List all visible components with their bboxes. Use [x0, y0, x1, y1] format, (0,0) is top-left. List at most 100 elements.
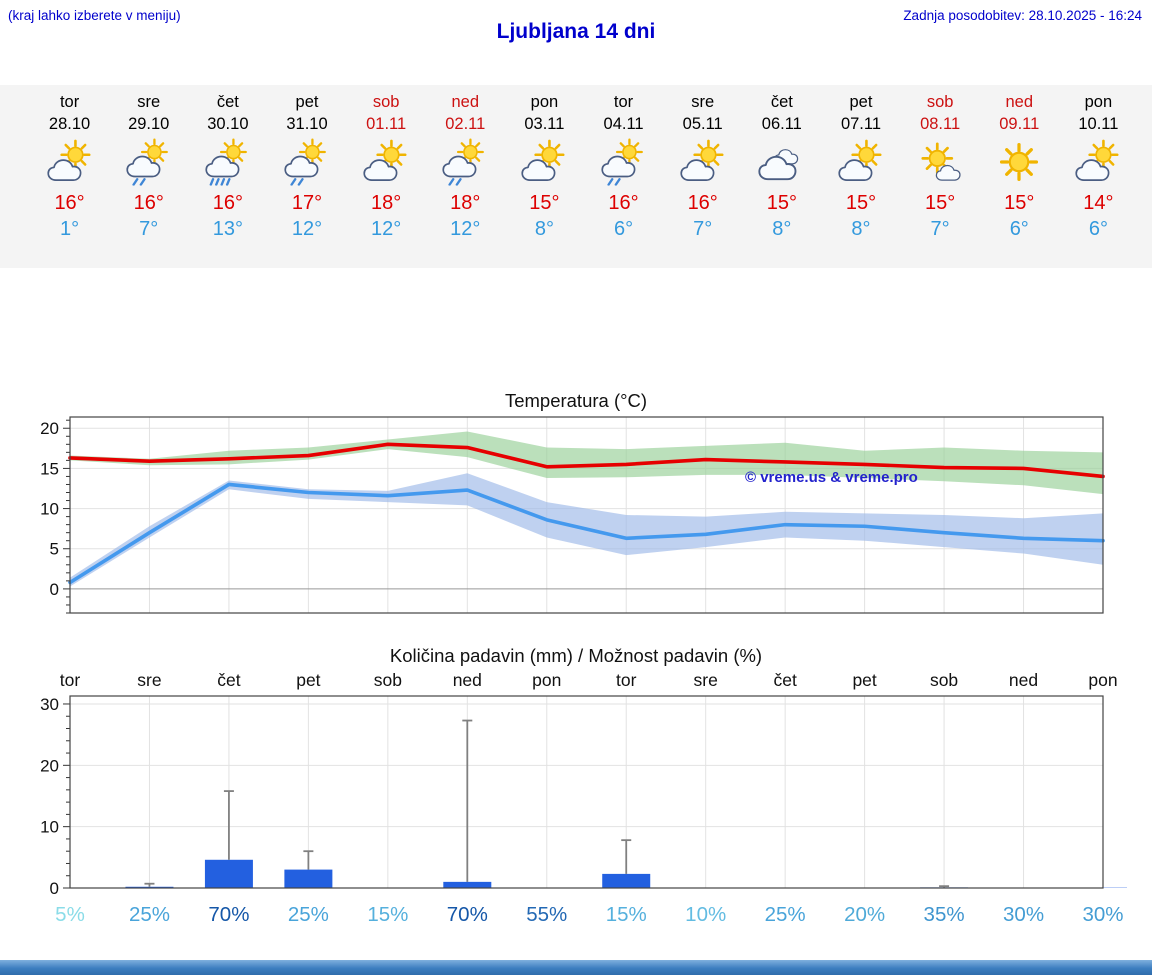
forecast-day-01.11[interactable]: sob 01.11 18° 12° — [347, 91, 426, 268]
day-name: sob — [372, 93, 400, 111]
page-title: Ljubljana 14 dni — [496, 20, 656, 43]
day-date: 05.11 — [682, 115, 723, 133]
temp-max: 18° — [450, 192, 481, 214]
temp-min: 13° — [212, 218, 243, 240]
sunny-icon — [990, 138, 1048, 186]
forecast-day-31.10[interactable]: pet 31.10 17° 12° — [267, 91, 346, 268]
temp-min: 8° — [772, 218, 792, 240]
temp-yaxis-ticks — [63, 419, 70, 614]
forecast-day-08.11[interactable]: sob 08.11 15° 7° — [901, 91, 980, 268]
precip-day-label: sob — [374, 670, 402, 690]
forecast-day-07.11[interactable]: pet 07.11 15° 8° — [821, 91, 900, 268]
temp-max: 16° — [687, 192, 718, 214]
partly-sunny-icon — [674, 138, 732, 186]
precip-probability: 35% — [923, 903, 965, 926]
sun-light-rain-icon — [120, 138, 178, 186]
mostly-sunny-icon — [911, 138, 969, 186]
precip-probability: 15% — [605, 903, 647, 926]
temperature-chart: 0 5 10 15 20 © vreme.us & vreme.pro — [40, 416, 1105, 614]
precip-probability: 55% — [526, 903, 568, 926]
forecast-day-28.10[interactable]: tor 28.10 16° 1° — [30, 91, 109, 268]
forecast-day-04.11[interactable]: tor 04.11 16° 6° — [584, 91, 663, 268]
day-name: sre — [691, 93, 715, 111]
precip-day-label: tor — [616, 670, 637, 690]
day-name: sre — [137, 93, 161, 111]
precip-bar — [204, 859, 253, 888]
precip-probability: 30% — [1003, 903, 1045, 926]
precip-gridlines — [70, 696, 1103, 888]
temp-min: 12° — [291, 218, 323, 240]
precip-day-label: čet — [773, 670, 796, 690]
partly-sunny-icon — [1069, 138, 1127, 186]
footer-bar — [0, 960, 1152, 975]
temp-min: 7° — [930, 218, 950, 240]
day-name: pet — [295, 93, 319, 111]
partly-sunny-icon — [832, 138, 890, 186]
precip-ytick-label: 10 — [40, 818, 59, 837]
precip-day-label: sob — [930, 670, 958, 690]
temp-min: 6° — [1009, 218, 1029, 240]
partly-sunny-icon — [357, 138, 415, 186]
temp-ytick-label: 15 — [40, 459, 59, 478]
temp-max: 15° — [924, 192, 956, 214]
day-date: 28.10 — [48, 115, 91, 133]
precip-probability: 25% — [764, 903, 806, 926]
watermark-link[interactable]: © vreme.us & vreme.pro — [745, 469, 918, 486]
precipitation-probability-row: 5% 25% 70% 25% 15% 70% 55% 15% 10% 25% 20% 35% 30% 30… — [0, 903, 1152, 931]
temp-max-line — [68, 442, 1105, 479]
precip-probability: 25% — [287, 903, 329, 926]
temp-min: 6° — [613, 218, 634, 240]
temp-max: 16° — [133, 192, 164, 214]
temp-min: 7° — [139, 218, 159, 240]
temp-min: 6° — [1088, 218, 1108, 240]
forecast-day-06.11[interactable]: čet 06.11 15° 8° — [742, 91, 821, 268]
precip-day-label: tor — [60, 670, 81, 690]
precip-day-label: pet — [852, 670, 876, 690]
sun-light-rain-icon — [278, 138, 336, 186]
forecast-day-10.11[interactable]: pon 10.11 14° 6° — [1059, 91, 1138, 268]
precip-probability: 10% — [685, 903, 727, 926]
partly-sunny-icon — [41, 138, 99, 186]
precip-day-label: ned — [1009, 670, 1038, 690]
temp-max: 18° — [371, 192, 402, 214]
partly-sunny-icon — [515, 138, 573, 186]
precipitation-chart-title: Količina padavin (mm) / Možnost padavin … — [389, 645, 763, 666]
sun-light-rain-icon — [436, 138, 494, 186]
day-name: pon — [1084, 93, 1113, 111]
precip-day-label: čet — [217, 670, 240, 690]
forecast-day-29.10[interactable]: sre 29.10 16° 7° — [109, 91, 188, 268]
last-updated: Zadnja posodobitev: 28.10.2025 - 16:24 — [903, 8, 1142, 23]
temp-min: 8° — [534, 218, 554, 240]
precip-probability: 5% — [55, 903, 85, 926]
day-name: ned — [1005, 93, 1034, 111]
sun-rain-icon — [199, 138, 257, 186]
precip-day-label: ned — [453, 670, 482, 690]
day-date: 06.11 — [761, 115, 802, 133]
day-date: 29.10 — [128, 115, 170, 133]
day-date: 03.11 — [524, 115, 565, 133]
precip-probability: 20% — [844, 903, 886, 926]
temp-max: 16° — [54, 192, 85, 214]
temp-min-line — [68, 482, 1105, 585]
temp-ytick-label: 20 — [40, 419, 59, 438]
day-name: tor — [613, 93, 634, 111]
forecast-strip: tor 28.10 16° 1° sre 29.10 16° 7° čet 30.10 16° 13°… — [0, 85, 1152, 268]
forecast-day-09.11[interactable]: ned 09.11 15° 6° — [980, 91, 1059, 268]
forecast-day-30.10[interactable]: čet 30.10 16° 13° — [188, 91, 267, 268]
precip-bar — [443, 881, 492, 888]
precip-bar — [602, 873, 651, 888]
day-date: 10.11 — [1078, 115, 1119, 133]
forecast-day-05.11[interactable]: sre 05.11 16° 7° — [663, 91, 742, 268]
forecast-day-02.11[interactable]: ned 02.11 18° 12° — [426, 91, 505, 268]
precip-ytick-label: 0 — [50, 879, 59, 898]
precip-day-label: sre — [694, 670, 718, 690]
temp-max: 16° — [608, 192, 639, 214]
precip-bar — [284, 869, 333, 888]
forecast-day-03.11[interactable]: pon 03.11 15° 8° — [505, 91, 584, 268]
temp-min: 7° — [693, 218, 713, 240]
day-name: sob — [926, 93, 954, 111]
temp-min: 1° — [60, 218, 80, 240]
day-name: čet — [216, 93, 239, 111]
day-date: 07.11 — [840, 115, 882, 133]
precip-bar — [125, 886, 174, 888]
